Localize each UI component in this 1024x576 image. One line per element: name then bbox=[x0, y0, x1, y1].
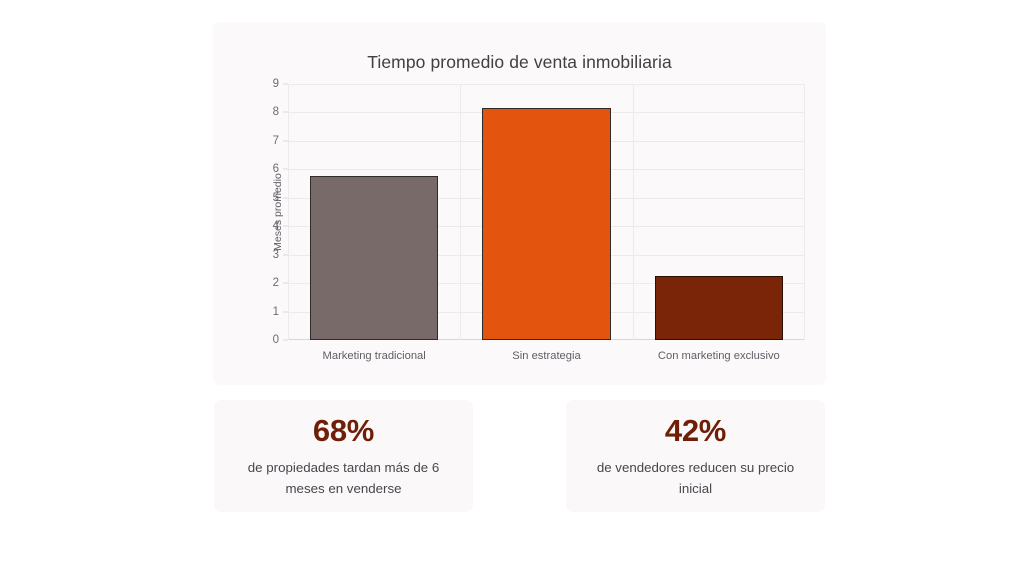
stat-description: de vendedores reducen su precio inicial bbox=[596, 460, 795, 496]
bar bbox=[309, 176, 439, 340]
y-axis-label-text: Meses promedio bbox=[271, 173, 284, 251]
x-axis-tick-label: Sin estrategia bbox=[512, 350, 581, 362]
y-axis-tick-label: 0 bbox=[272, 334, 279, 346]
stat-value: 42% bbox=[664, 413, 727, 449]
y-axis-tick-mark bbox=[283, 168, 288, 170]
y-axis-tick-label: 3 bbox=[272, 248, 279, 261]
y-axis-tick-label: 4 bbox=[272, 220, 279, 233]
y-axis-tick-mark bbox=[283, 225, 288, 227]
y-axis-tick-mark bbox=[283, 311, 288, 313]
plot-area: 0 1 2 3 4 5 6 7 8 9 Marketing tradicional Sin estra… bbox=[273, 78, 805, 362]
y-axis-tick-mark bbox=[283, 282, 288, 284]
y-axis-tick-mark bbox=[283, 111, 288, 113]
y-axis-tick-mark bbox=[283, 197, 288, 199]
gridline-vertical bbox=[632, 84, 634, 340]
gridline-horizontal bbox=[288, 84, 805, 85]
stat-description: de propiedades tardan más de 6 meses en … bbox=[247, 460, 440, 496]
stat-value: 68% bbox=[312, 413, 375, 449]
y-axis-tick-mark bbox=[283, 140, 288, 142]
gridline-vertical bbox=[460, 84, 462, 340]
chart-title: Tiempo promedio de venta inmobiliaria bbox=[367, 52, 672, 72]
y-axis-tick-label: 8 bbox=[272, 106, 279, 119]
y-axis-tick-mark bbox=[283, 83, 288, 85]
y-axis-tick-label: 6 bbox=[272, 163, 279, 176]
y-axis-tick-label: 7 bbox=[272, 134, 279, 147]
y-axis-tick-mark bbox=[283, 254, 288, 256]
x-axis-tick-label: Con marketing exclusivo bbox=[657, 350, 780, 362]
y-axis-tick-label: 1 bbox=[272, 305, 279, 318]
chart-card: Tiempo promedio de venta inmobiliaria Me… bbox=[213, 22, 826, 385]
bar bbox=[482, 108, 611, 340]
y-axis-tick-label: 5 bbox=[272, 191, 279, 204]
y-axis-tick-mark bbox=[283, 339, 288, 341]
y-axis-tick-label: 2 bbox=[272, 277, 279, 290]
gridline-vertical bbox=[804, 84, 805, 340]
y-axis-tick-label: 9 bbox=[272, 78, 279, 90]
gridline-vertical bbox=[288, 84, 289, 340]
x-axis-tick-label: Marketing tradicional bbox=[322, 350, 426, 362]
stat-card: 68% de propiedades tardan más de 6 meses… bbox=[214, 400, 473, 512]
bar bbox=[654, 276, 783, 340]
stat-card: 42% de vendedores reducen su precio inic… bbox=[566, 400, 825, 512]
